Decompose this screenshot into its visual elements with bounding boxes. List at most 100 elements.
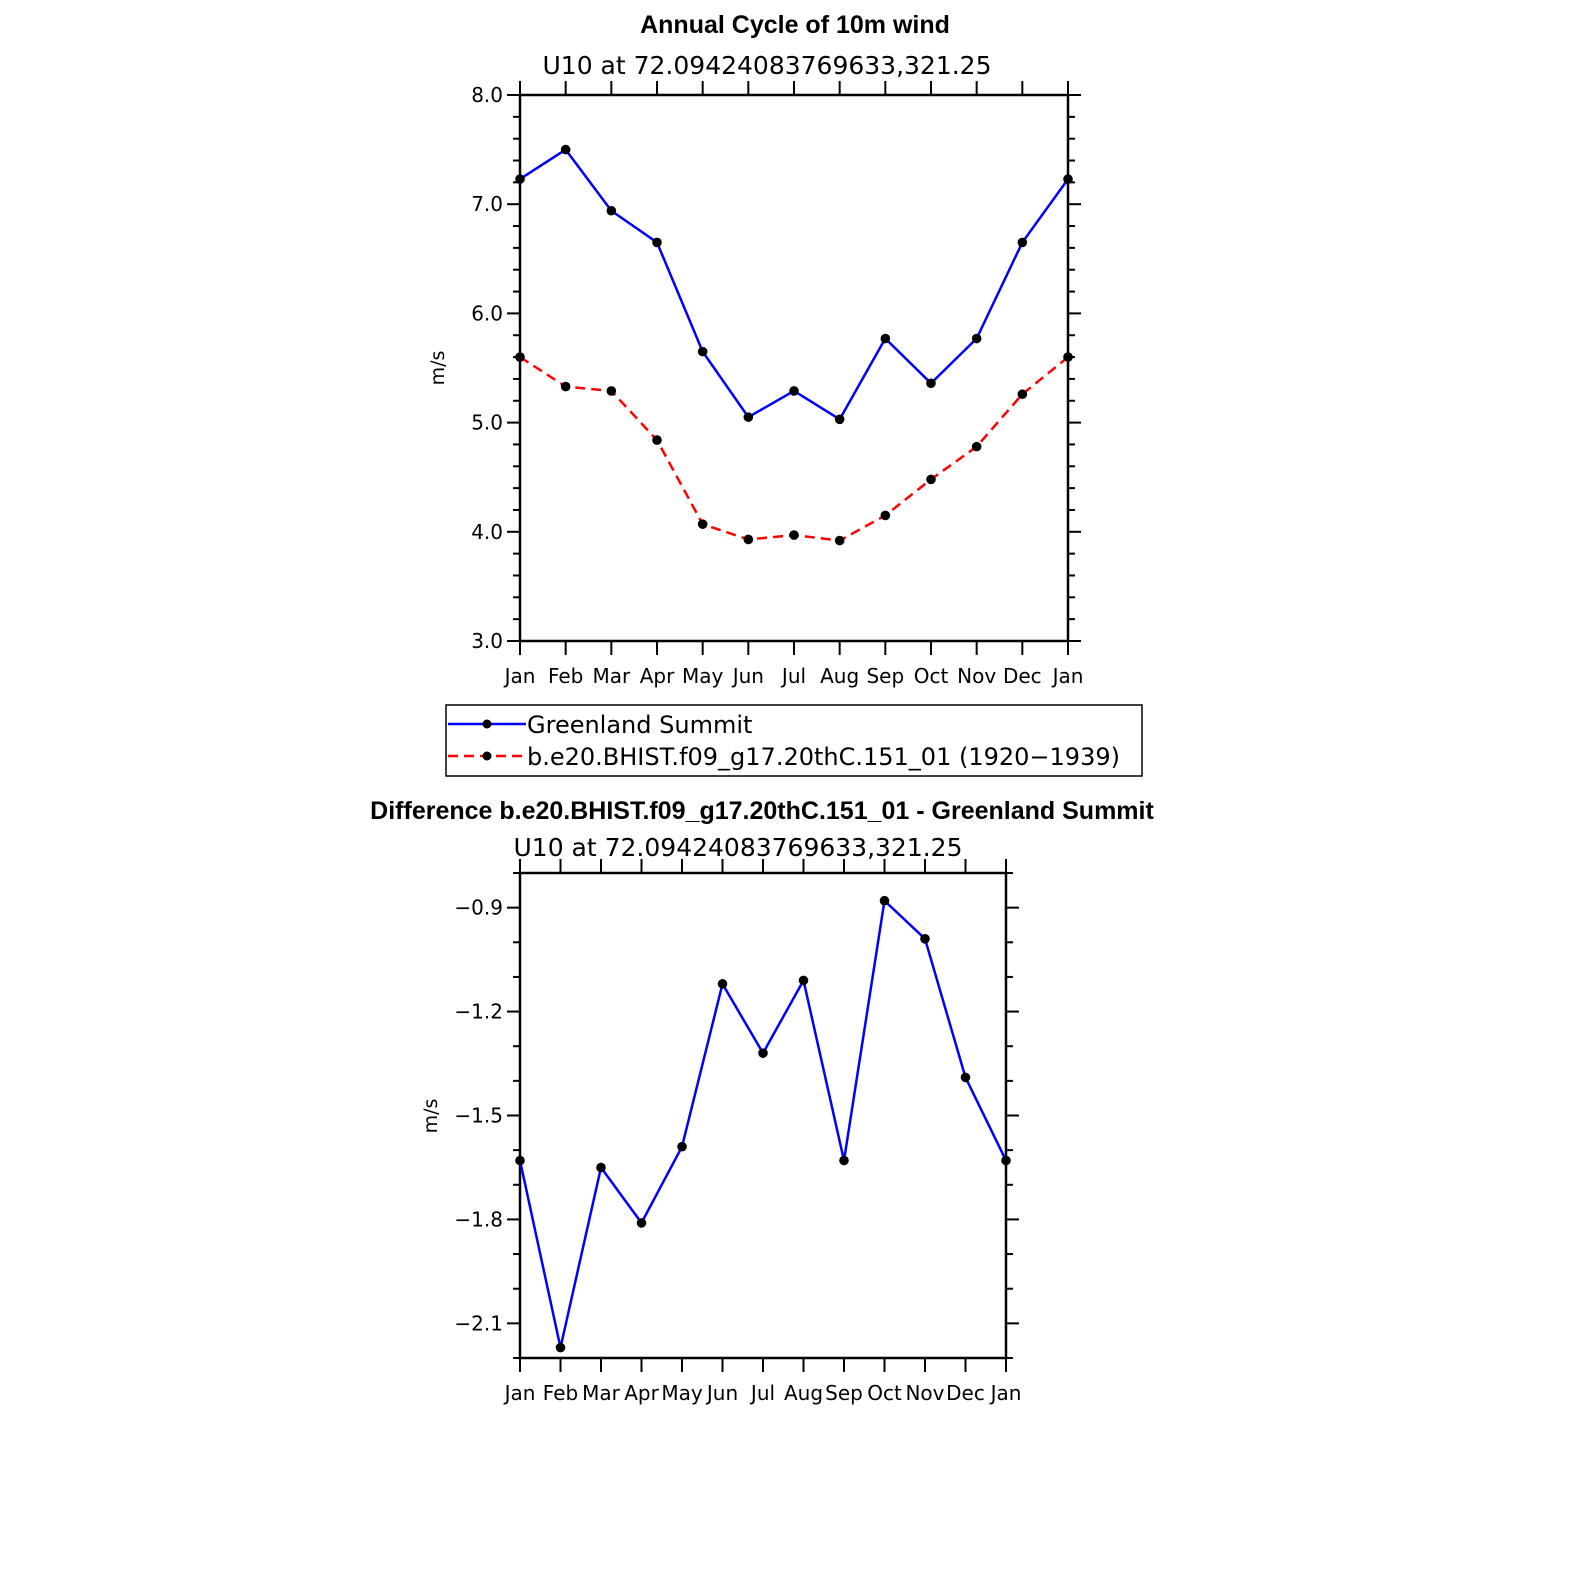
- x-tick-label: Jun: [731, 664, 764, 688]
- x-tick-label: Mar: [582, 1381, 621, 1405]
- chart-title: Difference b.e20.BHIST.f09_g17.20thC.151…: [370, 797, 1154, 825]
- data-point: [560, 381, 571, 392]
- chart-annual-cycle: Annual Cycle of 10m wind U10 at 72.09424…: [427, 11, 1083, 688]
- data-point: [743, 412, 754, 422]
- data-point: [789, 530, 799, 540]
- chart-subtitle: U10 at 72.09424083769633,321.25: [543, 51, 992, 80]
- x-tick-label: Jan: [503, 1381, 536, 1405]
- data-point: [717, 979, 728, 989]
- legend: Greenland Summit b.e20.BHIST.f09_g17.20t…: [445, 704, 1143, 777]
- x-tick-label: Aug: [784, 1381, 823, 1405]
- series-line-0: [519, 148, 1070, 421]
- data-point: [560, 144, 571, 155]
- data-point: [971, 441, 982, 452]
- x-tick-label: Nov: [957, 664, 996, 688]
- data-point: [926, 474, 936, 485]
- data-point: [920, 934, 930, 944]
- y-axis-label: m/s: [420, 1099, 442, 1134]
- data-point: [677, 1141, 687, 1152]
- x-tick-label: Jul: [780, 664, 806, 688]
- x-tick-label: Nov: [905, 1381, 944, 1405]
- x-tick-label: Jun: [705, 1381, 738, 1405]
- x-tick-label: Jan: [1051, 664, 1084, 688]
- x-tick-label: May: [661, 1381, 703, 1405]
- y-tick-label: −0.9: [454, 896, 503, 920]
- data-point: [555, 1342, 566, 1353]
- y-tick-label: 4.0: [471, 520, 503, 544]
- y-tick-label: 7.0: [471, 192, 503, 216]
- legend-marker-greenland: [482, 719, 492, 729]
- data-point: [515, 352, 525, 362]
- data-point: [960, 1072, 971, 1083]
- data-point: [596, 1162, 606, 1173]
- data-point: [1017, 237, 1028, 248]
- x-tick-label: Feb: [548, 664, 583, 688]
- y-tick-label: 6.0: [471, 301, 503, 325]
- data-point: [743, 534, 754, 545]
- series-line-1: [519, 356, 1069, 542]
- plot-frame: [518, 93, 1070, 643]
- x-tick-label: Feb: [543, 1381, 578, 1405]
- data-point: [515, 1155, 525, 1166]
- chart-title: Annual Cycle of 10m wind: [640, 11, 950, 39]
- legend-marker-model: [482, 751, 492, 761]
- chart-subtitle: U10 at 72.09424083769633,321.25: [514, 833, 963, 862]
- x-tick-label: Jan: [503, 664, 536, 688]
- x-tick-label: Sep: [825, 1381, 863, 1405]
- data-point: [652, 237, 662, 248]
- y-tick-label: 5.0: [471, 411, 503, 435]
- y-tick-label: −1.8: [454, 1207, 503, 1231]
- data-point: [1063, 352, 1073, 362]
- x-tick-label: Oct: [867, 1381, 902, 1405]
- data-point: [834, 414, 845, 425]
- legend-label-greenland: Greenland Summit: [527, 711, 752, 739]
- axes: −2.1 −1.8 −1.5 −1.2 −0.9 Jan Feb Mar Apr May Jun Ju…: [454, 859, 1021, 1405]
- data-point: [798, 975, 809, 986]
- data-point: [652, 435, 662, 445]
- data-point: [789, 386, 799, 396]
- data-point: [834, 535, 845, 546]
- y-tick-label: −1.2: [454, 1000, 503, 1024]
- x-tick-label: Dec: [946, 1381, 985, 1405]
- plot-area: [515, 144, 1073, 546]
- data-point: [880, 333, 891, 344]
- data-point: [880, 510, 891, 521]
- x-tick-label: Aug: [820, 664, 859, 688]
- x-tick-label: May: [682, 664, 724, 688]
- data-point: [636, 1218, 647, 1228]
- x-tick-label: Apr: [640, 664, 675, 688]
- axes: 3.0 4.0 5.0 6.0 7.0 8.0 Jan Feb Mar Apr May Jun Jul A…: [471, 81, 1083, 688]
- data-point: [971, 333, 982, 344]
- data-point: [758, 1048, 768, 1058]
- x-tick-label: Sep: [866, 664, 904, 688]
- x-tick-label: Dec: [1003, 664, 1042, 688]
- x-tick-label: Oct: [914, 664, 949, 688]
- y-tick-label: −1.5: [454, 1104, 503, 1128]
- data-point: [1001, 1155, 1011, 1166]
- data-point: [926, 378, 936, 389]
- y-tick-label: 8.0: [471, 83, 503, 107]
- data-point: [606, 386, 617, 396]
- chart-difference: Difference b.e20.BHIST.f09_g17.20thC.151…: [370, 797, 1154, 1405]
- plot-area: [515, 895, 1011, 1353]
- data-point: [606, 205, 617, 216]
- data-point: [879, 895, 890, 906]
- y-tick-label: −2.1: [454, 1311, 503, 1335]
- data-point: [1017, 389, 1028, 400]
- y-axis-label: m/s: [427, 351, 449, 386]
- x-tick-label: Jul: [749, 1381, 775, 1405]
- plot-frame: [518, 871, 1008, 1360]
- data-point: [515, 174, 525, 184]
- series-line-0: [518, 899, 1008, 1349]
- y-tick-label: 3.0: [471, 629, 503, 653]
- x-tick-label: Apr: [624, 1381, 659, 1405]
- data-point: [1063, 174, 1073, 184]
- legend-box: [445, 704, 1143, 777]
- legend-label-model: b.e20.BHIST.f09_g17.20thC.151_01 (1920−1…: [527, 743, 1120, 771]
- x-tick-label: Jan: [989, 1381, 1022, 1405]
- data-point: [839, 1155, 849, 1166]
- data-point: [697, 346, 708, 357]
- data-point: [697, 519, 708, 529]
- x-tick-label: Mar: [592, 664, 631, 688]
